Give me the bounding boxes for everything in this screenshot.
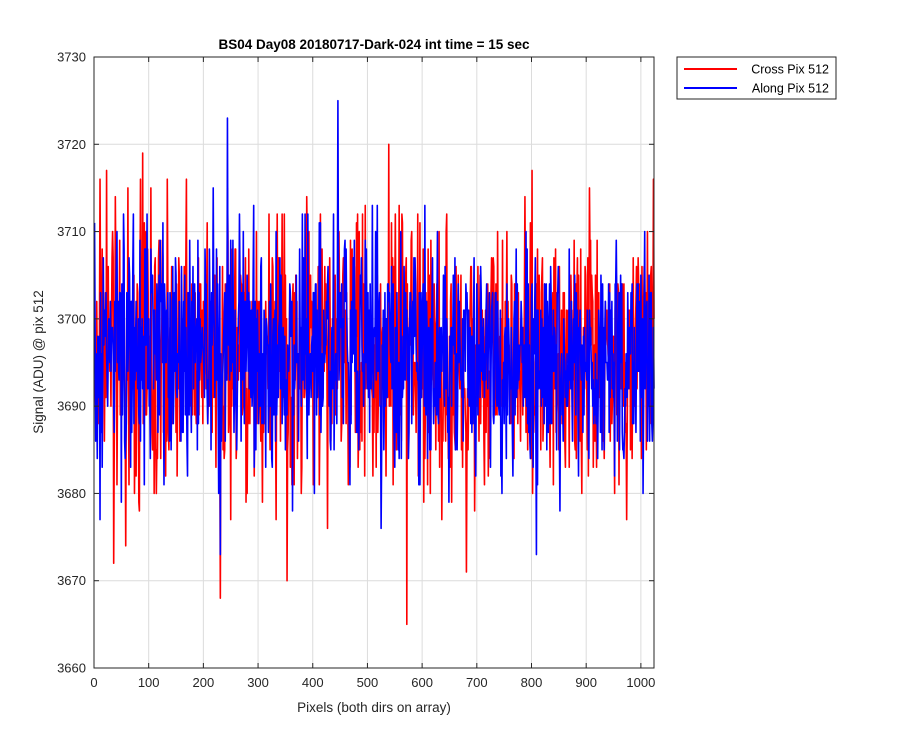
- x-tick-label: 900: [575, 675, 597, 690]
- x-tick-label: 600: [411, 675, 433, 690]
- x-tick-label: 800: [521, 675, 543, 690]
- series-line: [93, 99, 655, 556]
- y-tick-label: 3660: [57, 661, 86, 676]
- y-tick-label: 3690: [57, 399, 86, 414]
- x-tick-label: 200: [193, 675, 215, 690]
- x-tick-label: 400: [302, 675, 324, 690]
- legend-label-along: Along Pix 512: [752, 82, 829, 96]
- y-tick-label: 3700: [57, 311, 86, 326]
- chart-title: BS04 Day08 20180717-Dark-024 int time = …: [218, 37, 530, 52]
- y-tick-label: 3680: [57, 486, 86, 501]
- x-tick-label: 300: [247, 675, 269, 690]
- axes-frame: [93, 56, 655, 669]
- y-tick-label: 3670: [57, 573, 86, 588]
- legend-label-cross: Cross Pix 512: [751, 63, 829, 77]
- ticks: 0 100 200 300 400 500 600 700 800 900 1000 3660 3670…: [57, 50, 655, 691]
- x-tick-label: 500: [357, 675, 379, 690]
- x-tick-label: 1000: [626, 675, 655, 690]
- x-axis-title: Pixels (both dirs on array): [297, 700, 451, 715]
- plot-area: 0 100 200 300 400 500 600 700 800 900 1000 3660 3670…: [57, 50, 655, 691]
- y-tick-label: 3710: [57, 224, 86, 239]
- x-tick-label: 100: [138, 675, 160, 690]
- y-tick-label: 3720: [57, 137, 86, 152]
- series-layer: [93, 99, 655, 626]
- legend[interactable]: Cross Pix 512 Along Pix 512: [676, 56, 837, 100]
- x-tick-label: 0: [90, 675, 97, 690]
- legend-box: [676, 56, 837, 100]
- y-axis-title: Signal (ADU) @ pix 512: [31, 290, 46, 434]
- x-tick-label: 700: [466, 675, 488, 690]
- series-along-pix-512: [93, 99, 655, 556]
- y-tick-label: 3730: [57, 50, 86, 65]
